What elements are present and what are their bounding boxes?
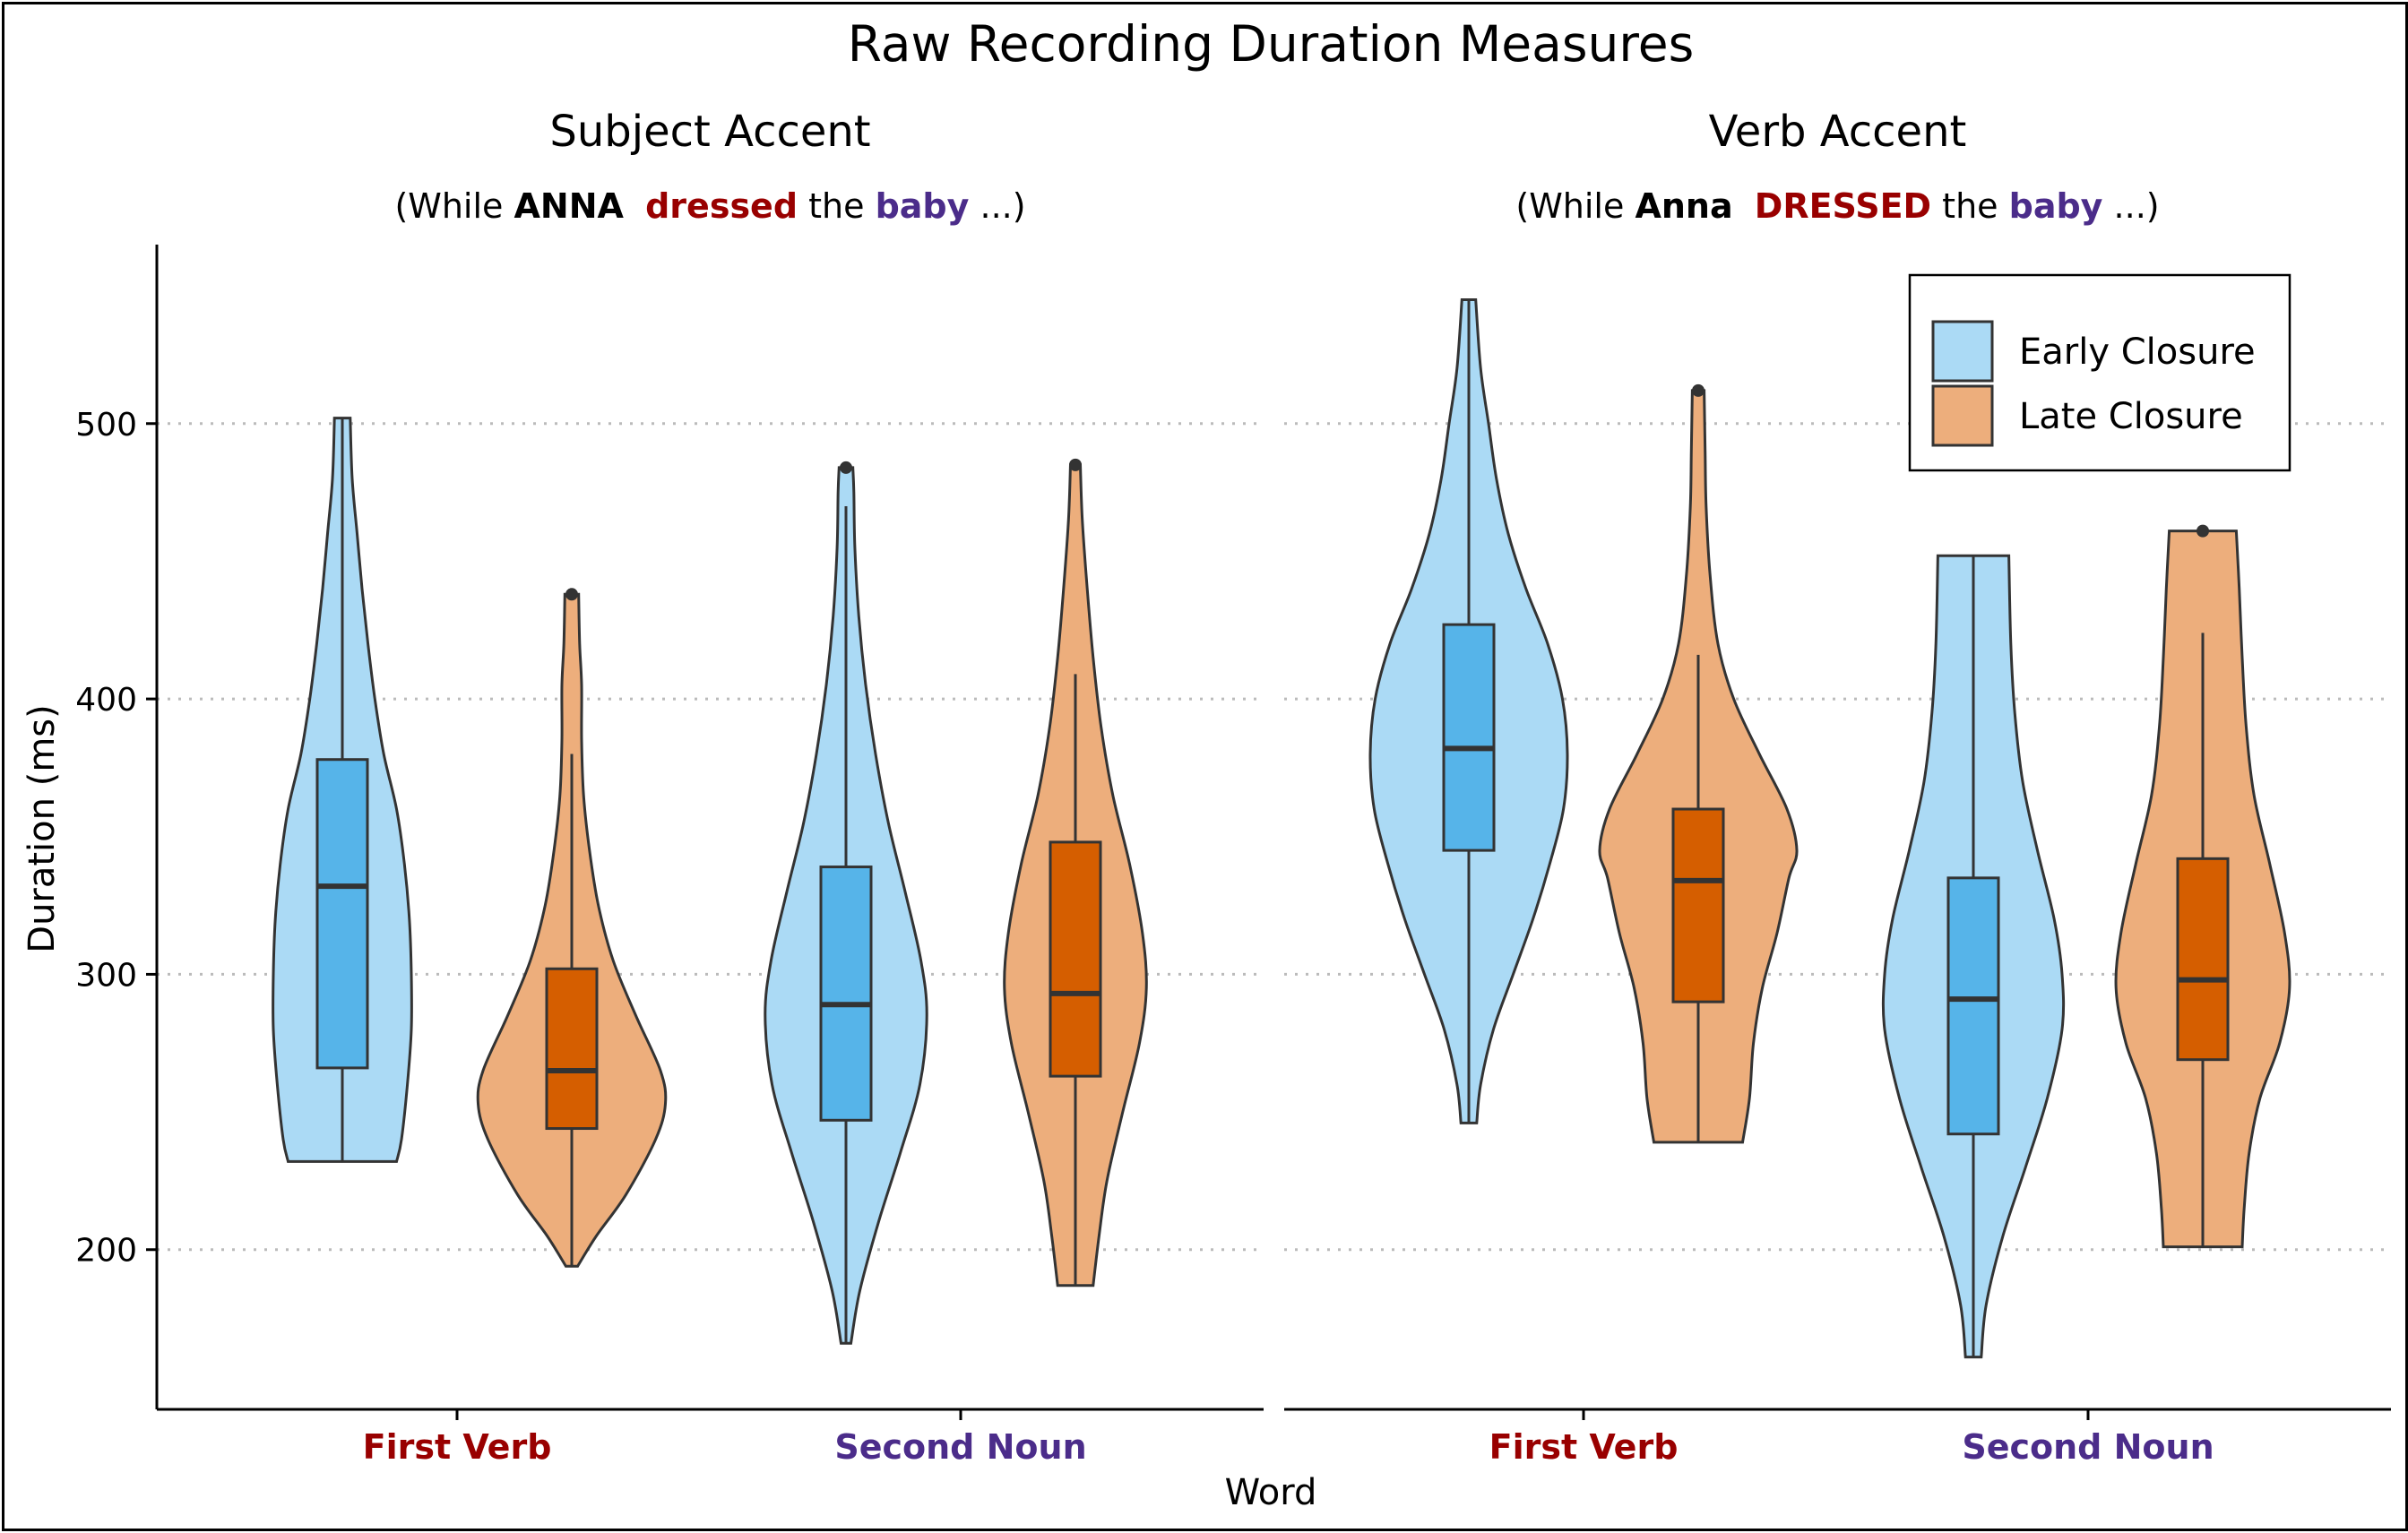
violin-group [1598,383,1799,1144]
legend-label: Early Closure [2019,332,2256,373]
outlier-point [1069,458,1082,471]
panel-headers: Subject Accent (While ANNA dressed the ba… [394,107,2159,226]
box [1946,876,2000,1136]
y-tick-label: 200 [75,1233,137,1270]
x-tick-label: First Verb [363,1427,552,1467]
x-axis-label: Word [1225,1472,1317,1513]
subtitle-segment: baby [2009,186,2103,226]
subtitle-segment: dressed [645,186,798,226]
subtitle-segment: Anna [1635,186,1732,226]
x-tick-label: First Verb [1489,1427,1679,1467]
subtitle-segment: DRESSED [1755,186,1931,226]
chart-marks [272,297,2291,1359]
subtitle-segment: the [1931,186,2009,226]
box [1442,623,1496,852]
subtitle-segment [1733,186,1755,226]
subtitle-segment: (While [394,186,514,226]
y-tick-label: 500 [75,407,137,444]
x-tick-label: Second Noun [834,1427,1086,1467]
box [1049,840,1102,1078]
panel-title: Subject Accent [549,107,870,157]
subtitle-segment: the [798,186,876,226]
violin-group [1003,458,1148,1288]
subtitle-segment: ...) [969,186,1025,226]
violin-group [1881,554,2066,1359]
y-axis-label: Duration (ms) [22,704,63,952]
panel-subtitle: (While Anna DRESSED the baby ...) [1515,186,2159,226]
y-tick-label: 300 [75,957,137,994]
violin-group [476,588,668,1268]
subtitle-segment [624,186,645,226]
violin-chart: Raw Recording Duration Measures Duration… [22,15,2391,1513]
axes: First Verb Second Noun First Verb Second No… [75,245,2391,1467]
legend: Early Closure Late Closure [1908,273,2291,472]
box [315,758,369,1070]
x-tick-label: Second Noun [1962,1427,2214,1467]
box [2176,857,2230,1062]
violin-group [764,461,928,1345]
legend-label: Late Closure [2019,396,2243,437]
chart-title: Raw Recording Duration Measures [848,15,1695,73]
legend-swatch [1931,384,1994,447]
box [819,866,873,1122]
subtitle-segment: ...) [2102,186,2159,226]
outlier-point [565,588,578,601]
box [545,967,599,1131]
violin-group [272,417,413,1163]
subtitle-segment: ANNA [514,186,625,226]
subtitle-segment: baby [876,186,970,226]
panel-title: Verb Accent [1709,107,1967,157]
box [1671,807,1725,1003]
violin-group [2114,524,2291,1249]
outlier-point [2197,524,2209,538]
subtitle-segment: (While [1515,186,1635,226]
violin-group [1368,297,1569,1124]
y-tick-label: 400 [75,682,137,719]
outlier-point [1692,383,1705,397]
legend-swatch [1931,320,1994,383]
outlier-point [840,461,852,474]
panel-subtitle: (While ANNA dressed the baby ...) [394,186,1025,226]
